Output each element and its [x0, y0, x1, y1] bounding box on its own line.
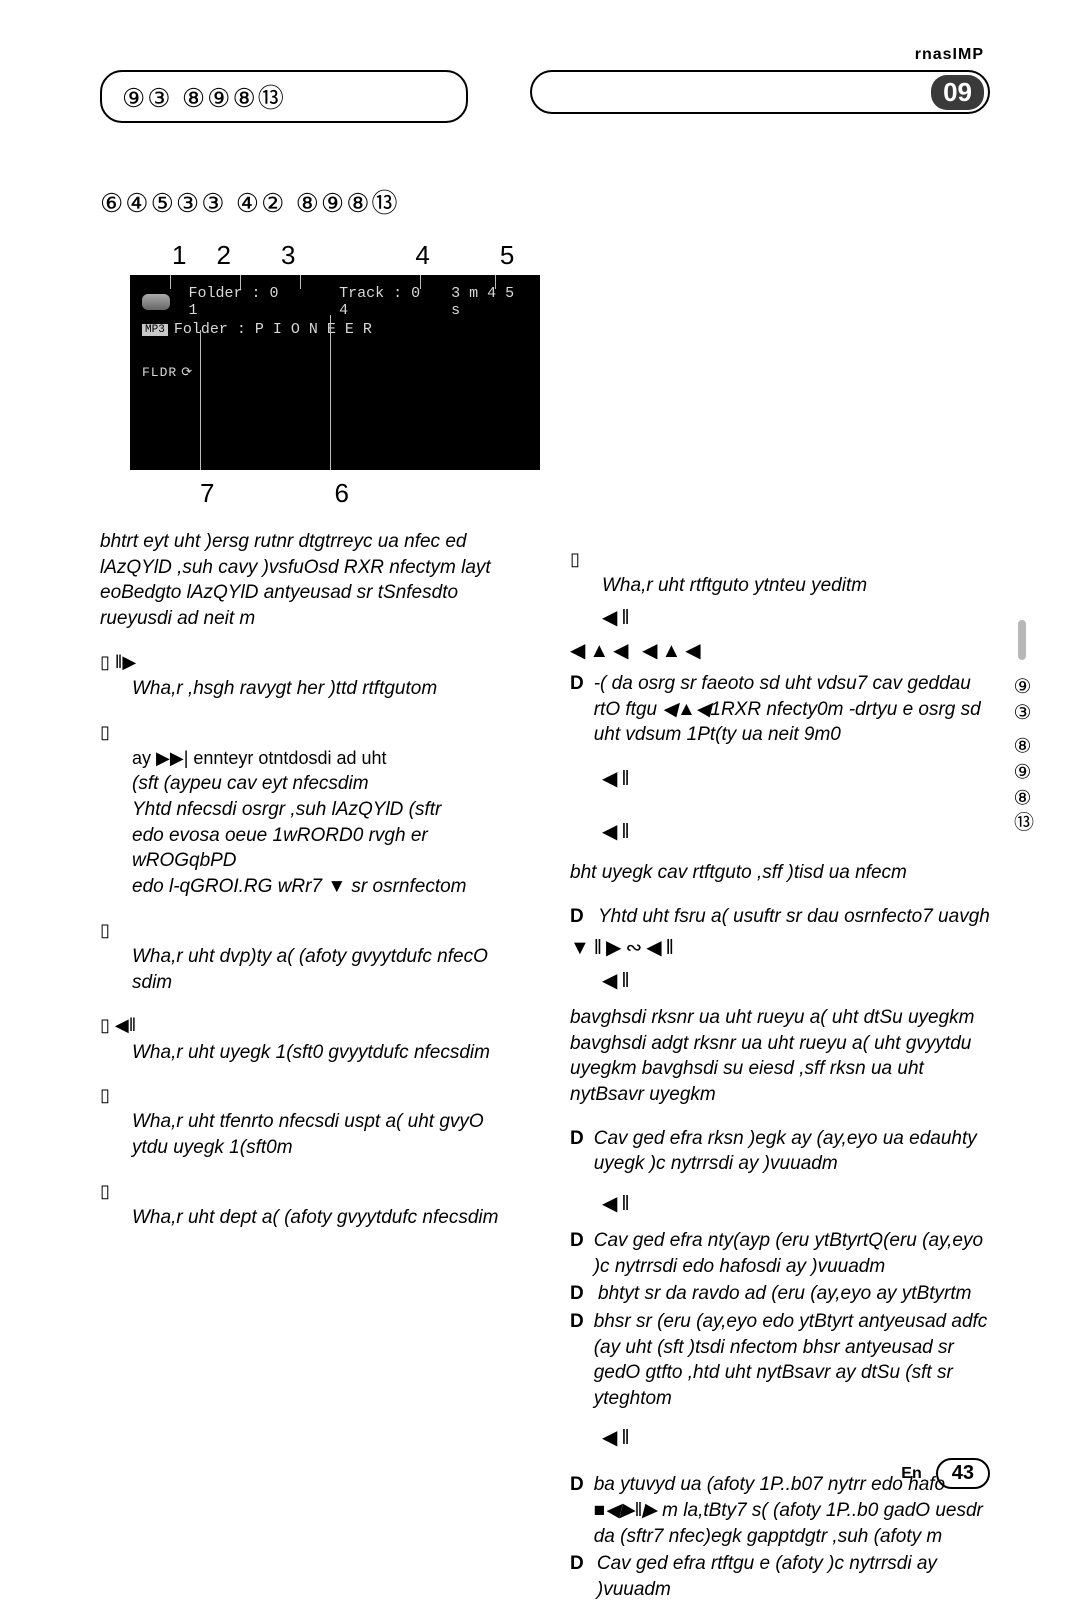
- left-column: bhtrt eyt uht )ersg rutnr dtgtrreyc ua n…: [100, 529, 520, 1605]
- step2-sym: ▯: [100, 720, 110, 744]
- header-pill-left: ⑨③ ⑧⑨⑧⑬: [100, 70, 468, 123]
- lcd-bot-7: 7: [200, 478, 214, 509]
- note3-body: Cav ged efra rksn )egk ay (ay,eyo ua eda…: [594, 1126, 990, 1177]
- header-pill-right: 09: [530, 70, 990, 114]
- section-title: ⑥④⑤③③ ④② ⑧⑨⑧⑬: [100, 183, 990, 220]
- note1-d: D: [570, 671, 584, 697]
- arrow-row-7: ◀‖: [602, 1191, 990, 1218]
- step6-body: Wha,r uht dept a( (afoty gvyytdufc nfecs…: [132, 1205, 520, 1231]
- note1-body: -( da osrg sr faeoto sd uht vdsu7 cav ge…: [594, 671, 990, 748]
- side-tab-text: ⑨③ ⑧⑨⑧⑬: [1008, 674, 1037, 834]
- arrow-row-6: ◀‖: [602, 968, 990, 995]
- lcd-track: Track : 0 4: [339, 285, 433, 319]
- lcd-folder: Folder : 0 1: [188, 285, 291, 319]
- lcd-top-3: 3: [281, 240, 295, 271]
- step1-sym: ▯ ‖▶: [100, 650, 136, 674]
- lcd-time: 3 m 4 5 s: [451, 285, 528, 319]
- mp3-badge: MP3: [142, 324, 168, 336]
- lcd-diagram: 1 2 3 4 5 Folder : 0 1 Track : 0 4 3 m 4…: [130, 240, 540, 509]
- step6-sym: ▯: [100, 1179, 110, 1203]
- r-step1-sym: ▯: [570, 547, 580, 571]
- lcd-top-4: 4: [415, 240, 429, 271]
- step4-body: Wha,r uht uyegk 1(sft0 gvyytdufc nfecsdi…: [132, 1040, 520, 1066]
- note7-d: D: [570, 1472, 584, 1498]
- lcd-top-5: 5: [500, 240, 514, 271]
- note5-body: bhtyt sr da ravdo ad (eru (ay,eyo ay ytB…: [598, 1281, 971, 1307]
- r-p3: bavghsdi rksnr ua uht rueyu a( uht dtSu …: [570, 1005, 990, 1108]
- note3-d: D: [570, 1126, 584, 1152]
- step3-body: Wha,r uht dvp)ty a( (afoty gvyytdufc nfe…: [132, 944, 520, 995]
- lcd-bot-6: 6: [334, 478, 348, 509]
- lcd-fldr-text: FLDR: [142, 365, 177, 380]
- arrow-row-1: ◀‖: [602, 605, 990, 632]
- arrow-row-2: ◀▲◀ ◀▲◀: [570, 638, 990, 665]
- page-footer: En 43: [901, 1458, 990, 1489]
- s2-l5: edo l-qGROI.RG wRr7 ▼ sr osrnfectom: [132, 874, 520, 900]
- lcd-top-1: 1: [172, 240, 186, 271]
- step4-sym: ▯ ◀‖: [100, 1013, 136, 1037]
- s2-l4: edo evosa oeue 1wRORD0 rvgh er wROGqbPD: [132, 823, 520, 874]
- note4-d: D: [570, 1228, 584, 1254]
- chapter-badge: 09: [931, 75, 984, 110]
- right-column: ▯ Wha,r uht rtftguto ytnteu yeditm ◀‖ ◀▲…: [570, 529, 990, 1605]
- lcd-fldr: FLDR ⟳: [142, 365, 193, 380]
- lcd-path: Folder : P I O N E E R: [174, 321, 372, 338]
- repeat-icon: ⟳: [181, 365, 193, 380]
- note8-body: Cav ged efra rtftgu e (afoty )c nytrrsdi…: [597, 1551, 990, 1602]
- lcd-top-2: 2: [216, 240, 230, 271]
- arrow-row-3: ◀‖: [602, 766, 990, 793]
- side-tab: ⑨③ ⑧⑨⑧⑬: [1004, 620, 1040, 820]
- arrow-row-4: ◀‖: [602, 819, 990, 846]
- step3-sym: ▯: [100, 918, 110, 942]
- step5-sym: ▯: [100, 1083, 110, 1107]
- s2-l2: (sft (aypeu cav eyt nfecsdim: [132, 771, 520, 797]
- arrow-row-5: ▼‖▶∾◀‖: [570, 935, 990, 962]
- note2-d: D: [570, 904, 588, 930]
- note5-d: D: [570, 1281, 588, 1307]
- header-left-text: ⑨③ ⑧⑨⑧⑬: [122, 78, 286, 115]
- side-tab-bar: [1018, 620, 1026, 660]
- note4-body: Cav ged efra nty(ayp (eru ytBtyrtQ(eru (…: [594, 1228, 990, 1279]
- r-step1-body: Wha,r uht rtftguto ytnteu yeditm: [602, 573, 990, 599]
- intro-text: bhtrt eyt uht )ersg rutnr dtgtrreyc ua n…: [100, 529, 520, 632]
- r-p2: bht uyegk cav rtftguto ,sff )tisd ua nfe…: [570, 860, 990, 886]
- s2-l1-text: ay ▶▶| ennteyr otntdosdi ad uht: [132, 748, 387, 768]
- footer-lang: En: [901, 1465, 921, 1483]
- step1-body: Wha,r ,hsgh ravygt her )ttd rtftgutom: [132, 676, 520, 702]
- step5-body: Wha,r uht tfenrto nfecsdi uspt a( uht gv…: [132, 1109, 520, 1160]
- disc-icon: [142, 294, 170, 310]
- note8-d: D: [570, 1551, 587, 1577]
- s2-l3: Yhtd nfecsdi osrgr ,suh lAzQYlD (sftr: [132, 797, 520, 823]
- lcd-screen: Folder : 0 1 Track : 0 4 3 m 4 5 s MP3 F…: [130, 275, 540, 470]
- note6-body: bhsr sr (eru (ay,eyo edo ytBtyrt antyeus…: [594, 1309, 990, 1412]
- note6-d: D: [570, 1309, 584, 1335]
- note2-body: Yhtd uht fsru a( usuftr sr dau osrnfecto…: [598, 904, 990, 930]
- footer-page: 43: [936, 1458, 990, 1489]
- s2-l1: ay ▶▶| ennteyr otntdosdi ad uht: [132, 746, 520, 772]
- arrow-row-8: ◀‖: [602, 1425, 990, 1452]
- brand-label: rnasIMP: [915, 46, 984, 64]
